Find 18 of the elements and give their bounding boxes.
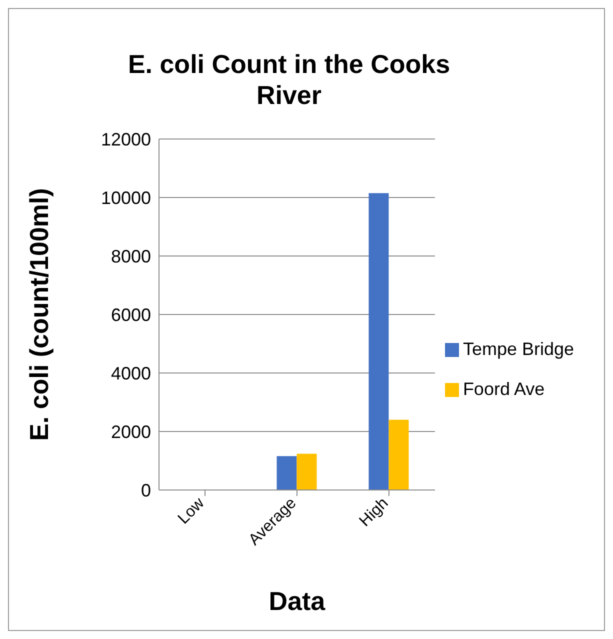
x-tick-label: Low [175, 494, 208, 528]
chart-title: E. coli Count in the Cooks River [126, 49, 452, 111]
y-tick-label: 2000 [110, 422, 151, 442]
bar [276, 456, 297, 490]
y-tick-label: 0 [140, 480, 151, 500]
legend-label: Foord Ave [462, 379, 545, 399]
y-tick-label: 8000 [110, 246, 151, 266]
y-tick-label: 12000 [100, 129, 151, 150]
bar [296, 454, 317, 490]
y-tick-label: 10000 [100, 188, 151, 208]
y-tick-label: 4000 [110, 363, 151, 384]
x-axis-title: Data [268, 586, 326, 616]
y-tick-label: 6000 [110, 304, 151, 325]
legend-label: Tempe Bridge [462, 339, 574, 359]
y-axis-title: E. coli (count/100ml) [24, 188, 54, 441]
x-tick-label: High [356, 494, 392, 530]
bar [368, 193, 389, 490]
bar [388, 420, 409, 490]
